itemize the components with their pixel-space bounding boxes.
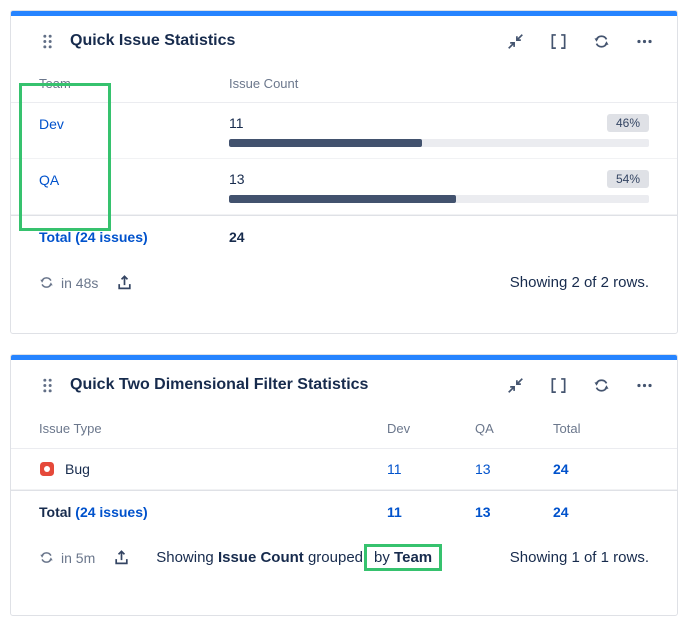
gadget-header: Quick Issue Statistics: [11, 16, 677, 64]
issue-count-value: 11: [229, 115, 244, 131]
quick-two-dimensional-filter-statistics-gadget: Quick Two Dimensional Filter Statistics: [10, 354, 678, 616]
total-issues-link[interactable]: Total (24 issues): [39, 229, 148, 245]
summary-group-field: Team: [394, 549, 433, 566]
column-header-team: Team: [39, 76, 71, 91]
total-total-count-link[interactable]: 24: [553, 504, 569, 520]
progress-bar-track: [229, 139, 649, 147]
filter-stats-table-header: Issue Type Dev QA Total: [11, 408, 677, 449]
quick-issue-statistics-gadget: Quick Issue Statistics: [10, 10, 678, 334]
refresh-countdown-label: in 5m: [61, 549, 96, 566]
table-row: QA 13 54%: [11, 159, 677, 215]
total-row: Total (24 issues) 24: [11, 215, 677, 258]
bug-dev-count-link[interactable]: 11: [387, 461, 402, 477]
gadget-actions: [507, 33, 653, 50]
gadget-accent-bar: [11, 11, 677, 16]
gadget-footer: in 48s Showing 2 of 2 rows.: [11, 258, 677, 307]
export-icon[interactable]: [113, 549, 130, 566]
refresh-icon[interactable]: [593, 377, 610, 394]
stats-table-header: Team Issue Count: [11, 64, 677, 103]
total-dev-count-link[interactable]: 11: [387, 504, 402, 520]
grouping-summary: Showing Issue Count grouped by Team: [156, 544, 443, 571]
team-link-dev[interactable]: Dev: [39, 116, 64, 132]
progress-bar-fill: [229, 139, 423, 147]
column-header-total: Total: [553, 421, 581, 436]
progress-bar-fill: [229, 195, 456, 203]
group-by-highlight-box: by Team: [364, 544, 443, 571]
gadget-title: Quick Two Dimensional Filter Statistics: [70, 376, 369, 393]
export-icon[interactable]: [116, 274, 133, 291]
issue-type-label: Bug: [65, 461, 90, 477]
percent-badge: 46%: [606, 114, 649, 132]
gadget-accent-bar: [11, 355, 677, 360]
team-link-qa[interactable]: QA: [39, 172, 60, 188]
rows-summary: Showing 2 of 2 rows.: [509, 274, 649, 291]
more-menu-icon[interactable]: [636, 33, 653, 50]
total-count-value: 24: [229, 229, 245, 245]
rows-summary: Showing 1 of 1 rows.: [509, 549, 649, 566]
progress-bar-track: [229, 195, 649, 203]
drag-handle-icon[interactable]: [39, 33, 56, 50]
refresh-countdown: in 5m: [39, 550, 95, 566]
drag-handle-icon[interactable]: [39, 377, 56, 394]
summary-stat-type: Issue Count: [217, 549, 304, 566]
issue-count-value: 13: [229, 171, 245, 187]
gadget-title: Quick Issue Statistics: [70, 32, 236, 49]
refresh-countdown-icon: [39, 275, 54, 290]
minimize-icon[interactable]: [507, 33, 524, 50]
column-header-dev: Dev: [387, 421, 411, 436]
gadget-header: Quick Two Dimensional Filter Statistics: [11, 360, 677, 408]
more-menu-icon[interactable]: [636, 377, 653, 394]
refresh-countdown-icon: [39, 550, 54, 565]
total-qa-count-link[interactable]: 13: [475, 504, 491, 520]
column-header-issue-count: Issue Count: [229, 76, 299, 91]
bug-qa-count-link[interactable]: 13: [475, 461, 491, 477]
summary-grouped: grouped: [307, 549, 364, 566]
total-issues-link[interactable]: (24 issues): [75, 504, 148, 520]
expand-icon[interactable]: [550, 33, 567, 50]
gadget-actions: [507, 377, 653, 394]
column-header-qa: QA: [475, 421, 494, 436]
count-cell: 11 46%: [229, 114, 649, 147]
summary-by: by: [374, 549, 390, 566]
percent-badge: 54%: [606, 170, 649, 188]
table-row: Bug 11 13 24: [11, 449, 677, 490]
count-cell: 13 54%: [229, 170, 649, 203]
total-label: Total: [39, 504, 72, 520]
issue-type-cell: Bug: [39, 461, 387, 477]
total-row: Total (24 issues) 11 13 24: [11, 490, 677, 533]
refresh-countdown: in 48s: [39, 275, 98, 291]
gadget-footer: in 5m Showing Issue Count grouped by Team…: [11, 533, 677, 582]
bug-icon: [39, 461, 55, 477]
expand-icon[interactable]: [550, 377, 567, 394]
summary-showing: Showing: [156, 549, 214, 566]
bug-total-count-link[interactable]: 24: [553, 461, 569, 477]
refresh-icon[interactable]: [593, 33, 610, 50]
table-row: Dev 11 46%: [11, 103, 677, 159]
refresh-countdown-label: in 48s: [61, 274, 99, 291]
column-header-issue-type: Issue Type: [39, 421, 102, 436]
minimize-icon[interactable]: [507, 377, 524, 394]
